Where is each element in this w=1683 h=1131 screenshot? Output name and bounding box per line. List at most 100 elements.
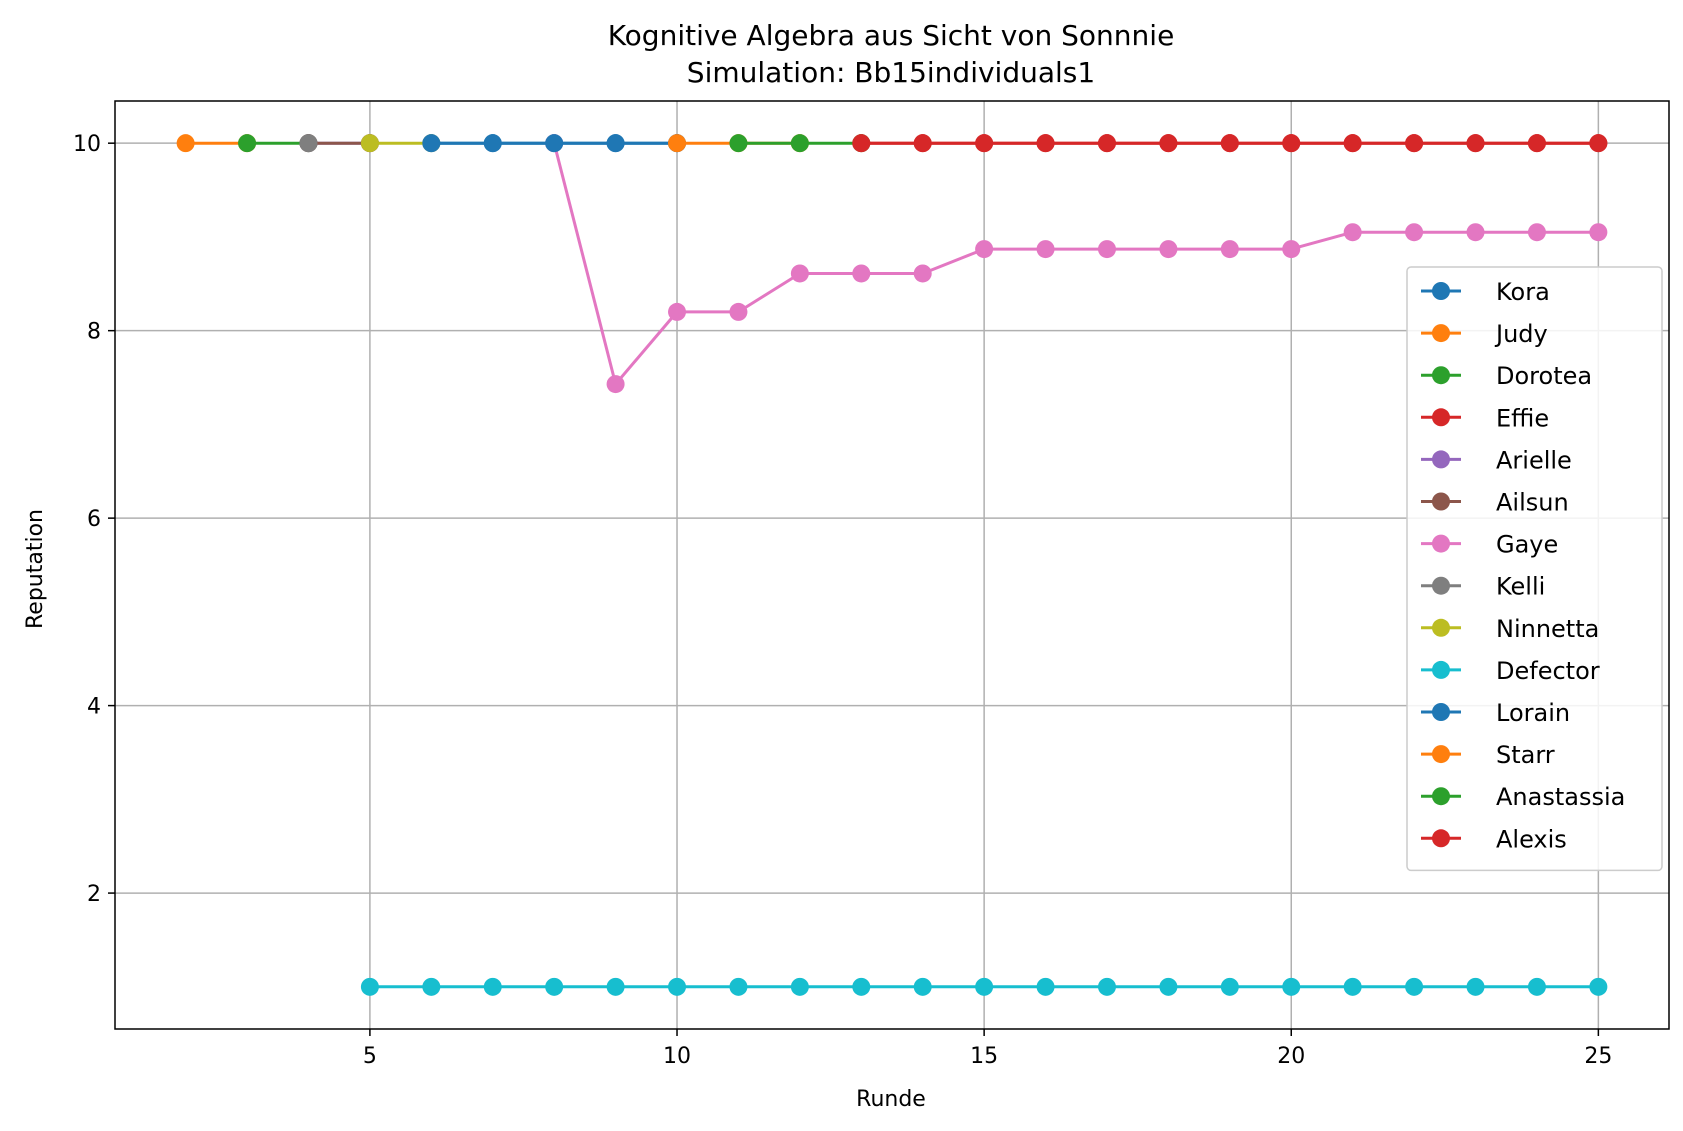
data-point bbox=[1036, 240, 1055, 259]
data-point bbox=[1097, 240, 1116, 259]
series-alexis bbox=[852, 134, 1608, 153]
data-point bbox=[1466, 977, 1485, 996]
legend-label: Gaye bbox=[1496, 531, 1558, 559]
data-point bbox=[1282, 134, 1301, 153]
chart-title: Kognitive Algebra aus Sicht von Sonnnie bbox=[608, 19, 1175, 52]
data-point bbox=[1589, 134, 1608, 153]
x-tick-label: 10 bbox=[663, 1044, 691, 1069]
data-point bbox=[1405, 223, 1424, 242]
legend-item: Kora bbox=[1421, 278, 1550, 306]
data-point bbox=[1159, 240, 1178, 259]
data-point bbox=[1220, 977, 1239, 996]
data-point bbox=[1527, 977, 1546, 996]
data-point bbox=[729, 977, 748, 996]
series-defector bbox=[360, 977, 1608, 996]
legend-item: Starr bbox=[1421, 741, 1555, 769]
legend-label: Ninnetta bbox=[1496, 615, 1599, 643]
legend-marker bbox=[1432, 745, 1450, 764]
legend-marker bbox=[1432, 492, 1450, 511]
data-point bbox=[238, 134, 257, 153]
ticks: 5 10 15 20 25 2 4 6 8 10 bbox=[73, 132, 1612, 1069]
data-point bbox=[913, 264, 932, 283]
data-point bbox=[1159, 134, 1178, 153]
data-point bbox=[606, 977, 625, 996]
data-point bbox=[1405, 134, 1424, 153]
data-point bbox=[975, 240, 994, 259]
series-layer bbox=[176, 134, 1608, 996]
series-kelli bbox=[299, 134, 318, 153]
data-point bbox=[913, 134, 932, 153]
data-point bbox=[606, 134, 625, 153]
data-point bbox=[1527, 223, 1546, 242]
legend-item: Ailsun bbox=[1421, 489, 1569, 517]
legend-item: Gaye bbox=[1421, 531, 1558, 559]
data-point bbox=[1527, 134, 1546, 153]
legend-marker bbox=[1432, 787, 1450, 806]
data-point bbox=[176, 134, 195, 153]
legend-label: Defector bbox=[1496, 657, 1600, 685]
legend-item: Effie bbox=[1421, 404, 1549, 432]
x-axis-label: Runde bbox=[856, 1087, 926, 1112]
legend-item: Judy bbox=[1421, 320, 1548, 348]
x-tick-label: 5 bbox=[363, 1044, 377, 1069]
data-point bbox=[1343, 134, 1362, 153]
series-line bbox=[552, 142, 1599, 386]
data-point bbox=[299, 134, 318, 153]
legend-label: Judy bbox=[1494, 320, 1548, 348]
legend-item: Dorotea bbox=[1421, 362, 1592, 390]
legend-label: Starr bbox=[1496, 741, 1555, 769]
legend-item: Ninnetta bbox=[1421, 615, 1599, 643]
data-point bbox=[1097, 977, 1116, 996]
data-point bbox=[852, 977, 871, 996]
y-tick-label: 2 bbox=[87, 882, 101, 907]
data-point bbox=[668, 134, 687, 153]
legend-marker bbox=[1432, 703, 1450, 721]
data-point bbox=[975, 134, 994, 153]
data-point bbox=[1036, 977, 1055, 996]
x-tick-label: 15 bbox=[970, 1044, 998, 1069]
x-tick-label: 20 bbox=[1277, 1044, 1305, 1069]
data-point bbox=[1097, 134, 1116, 153]
data-point bbox=[1466, 134, 1485, 153]
data-point bbox=[729, 134, 748, 153]
y-tick-label: 4 bbox=[87, 695, 101, 720]
x-tick-label: 25 bbox=[1584, 1044, 1612, 1069]
legend-label: Anastassia bbox=[1496, 783, 1625, 811]
y-axis-label: Reputation bbox=[23, 509, 48, 629]
legend-label: Arielle bbox=[1496, 446, 1572, 474]
data-point bbox=[1343, 977, 1362, 996]
data-point bbox=[1589, 977, 1608, 996]
data-point bbox=[1405, 977, 1424, 996]
legend-label: Dorotea bbox=[1496, 362, 1592, 390]
legend-box bbox=[1406, 266, 1663, 872]
legend-label: Kora bbox=[1496, 278, 1550, 306]
legend-marker bbox=[1432, 450, 1450, 469]
data-point bbox=[545, 977, 564, 996]
legend-label: Lorain bbox=[1496, 699, 1570, 727]
legend: Kora Judy Dorotea Effie Arielle Ailsun Gaye Kel… bbox=[1406, 266, 1663, 872]
data-point bbox=[913, 977, 932, 996]
legend-label: Alexis bbox=[1496, 825, 1567, 853]
chart-subtitle: Simulation: Bb15individuals1 bbox=[687, 56, 1095, 89]
legend-item: Anastassia bbox=[1421, 783, 1625, 811]
data-point bbox=[360, 977, 379, 996]
legend-marker bbox=[1432, 829, 1450, 848]
data-point bbox=[790, 977, 809, 996]
data-point bbox=[1589, 223, 1608, 242]
data-point bbox=[1343, 223, 1362, 242]
data-point bbox=[422, 134, 441, 153]
legend-label: Kelli bbox=[1496, 573, 1545, 601]
data-point bbox=[483, 134, 502, 153]
data-point bbox=[1220, 240, 1239, 259]
data-point bbox=[1159, 977, 1178, 996]
legend-marker bbox=[1432, 366, 1450, 385]
data-point bbox=[668, 302, 687, 321]
legend-marker bbox=[1432, 576, 1450, 595]
legend-label: Effie bbox=[1496, 404, 1549, 432]
data-point bbox=[790, 264, 809, 283]
data-point bbox=[483, 977, 502, 996]
data-point bbox=[790, 134, 809, 153]
data-point bbox=[1282, 240, 1301, 259]
